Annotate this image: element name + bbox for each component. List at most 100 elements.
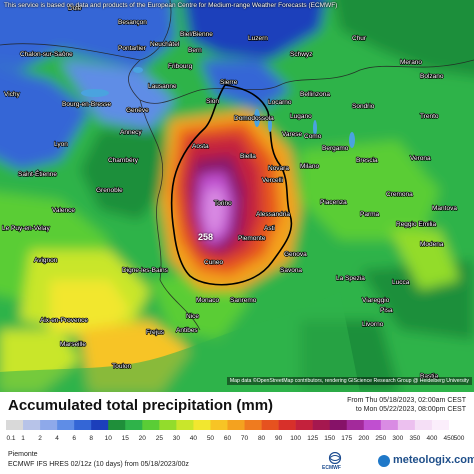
colorbar-tick-label: 1 — [21, 435, 25, 442]
colorbar-tick-label: 175 — [341, 435, 352, 442]
place-piacenza: Piacenza — [320, 199, 347, 206]
colorbar-tick-label: 40 — [190, 435, 198, 442]
legend-panel — [0, 392, 474, 474]
colorbar-tick-label: 4 — [55, 435, 59, 442]
place-pisa: Pisa — [380, 307, 393, 314]
colorbar-segment — [278, 420, 296, 430]
precipitation-map[interactable]: Besançon Neuchâtel Biel/Bienne Bern Luze… — [0, 0, 474, 392]
colorbar-segment — [40, 420, 58, 430]
place-piemonte-label: Piemonte — [238, 235, 266, 242]
place-modena: Modena — [420, 241, 444, 248]
place-lucca: Lucca — [392, 279, 410, 286]
place-lausanne: Lausanne — [148, 83, 177, 90]
place-reggio-emilia: Reggio Emilia — [396, 221, 436, 228]
place-viareggio: Viareggio — [362, 297, 390, 304]
colorbar-tick-label: 70 — [241, 435, 249, 442]
ecmwf-logo-text: ECMWF — [322, 465, 341, 471]
colorbar-segment — [329, 420, 348, 430]
place-sion: Sion — [206, 98, 219, 105]
colorbar-segment — [431, 420, 450, 430]
place-besancon: Besançon — [118, 19, 147, 26]
colorbar-tick-label: 500 — [454, 435, 465, 442]
colorbar-segment — [295, 420, 313, 430]
place-schwyz: Schwyz — [290, 51, 312, 58]
meteologix-logo[interactable]: meteologix.com — [378, 453, 474, 469]
disclaimer-text: This service is based on data and produc… — [4, 2, 338, 9]
legend-title: Accumulated total precipitation (mm) — [8, 397, 274, 414]
place-labels: Besançon Neuchâtel Biel/Bienne Bern Luze… — [1, 4, 458, 380]
place-domodossola: Domodossola — [234, 115, 274, 122]
place-biella: Biella — [240, 153, 256, 160]
place-bastia: Bastia — [420, 373, 438, 380]
colorbar-tick-label: 350 — [409, 435, 420, 442]
place-sanremo: Sanremo — [230, 297, 257, 304]
colorbar-segment — [23, 420, 41, 430]
colorbar — [6, 420, 466, 430]
place-digne: Digne-les-Bains — [122, 267, 169, 274]
place-annecy: Annecy — [120, 129, 142, 136]
colorbar-segment — [74, 420, 92, 430]
colorbar-tick-label: 25 — [156, 435, 164, 442]
place-chur: Chur — [352, 35, 367, 42]
colorbar-segment — [57, 420, 75, 430]
place-asti: Asti — [264, 225, 275, 232]
colorbar-segment — [414, 420, 433, 430]
colorbar-segment — [91, 420, 109, 430]
place-sondrio: Sondrio — [352, 103, 375, 110]
colorbar-segment — [346, 420, 365, 430]
place-biel: Biel/Bienne — [180, 31, 213, 38]
colorbar-tick-label: 15 — [122, 435, 130, 442]
place-bern: Bern — [188, 47, 202, 54]
place-aix: Aix-en-Provence — [40, 317, 88, 324]
sea-area — [0, 292, 360, 392]
colorbar-tick-label: 80 — [258, 435, 266, 442]
colorbar-segment — [125, 420, 143, 430]
place-frejus: Frejus — [146, 329, 165, 336]
place-neuchatel: Neuchâtel — [150, 41, 180, 48]
colorbar-segment — [108, 420, 126, 430]
place-novara: Novara — [268, 165, 289, 172]
colorbar-tick-label: 10 — [105, 435, 113, 442]
colorbar-segment — [312, 420, 331, 430]
borders — [0, 0, 474, 331]
colorbar-segment — [142, 420, 160, 430]
colorbar-segment — [193, 420, 211, 430]
colorbar-segment — [210, 420, 228, 430]
place-valence: Valence — [52, 207, 75, 214]
period-to: to Mon 05/22/2023, 08:00pm CEST — [355, 406, 466, 413]
colorbar-tick-label: 400 — [427, 435, 438, 442]
place-locarno: Locarno — [268, 99, 292, 106]
colorbar-tick-label: 8 — [89, 435, 93, 442]
region-boundary — [170, 84, 293, 286]
max-value-label: 258 — [198, 232, 214, 242]
meteologix-icon — [378, 455, 390, 467]
place-chambery: Chambéry — [108, 157, 139, 164]
colorbar-tick-label: 30 — [173, 435, 181, 442]
place-avignon: Avignon — [34, 257, 58, 264]
meteologix-text: meteologix.com — [393, 454, 474, 466]
map-attribution[interactable]: Map data ©OpenStreetMap contributors, re… — [226, 377, 472, 385]
colorbar-tick-label: 250 — [375, 435, 386, 442]
place-vichy: Vichy — [4, 91, 21, 98]
place-brescia: Brescia — [356, 157, 378, 164]
lakes — [81, 67, 355, 148]
colorbar-tick-label: 6 — [72, 435, 76, 442]
colorbar-tick-label: 50 — [207, 435, 215, 442]
place-chalon: Chalon-sur-Saône — [20, 51, 73, 58]
place-vercelli: Vercelli — [262, 177, 283, 184]
place-verona: Verona — [410, 155, 431, 162]
place-saint-etienne: Saint-Étienne — [18, 169, 57, 178]
colorbar-tick-label: 150 — [324, 435, 335, 442]
place-alessandria: Alessandria — [256, 211, 290, 218]
place-nice: Nice — [186, 313, 199, 320]
place-antibes: Antibes — [176, 327, 198, 334]
place-toulon: Toulon — [112, 363, 132, 370]
place-bellinzona: Bellinzona — [300, 91, 330, 98]
region-name: Piemonte — [8, 451, 38, 458]
precip-field — [0, 0, 474, 392]
place-bourg: Bourg-en-Bresse — [62, 101, 112, 108]
colorbar-segment — [397, 420, 416, 430]
ecmwf-logo-icon — [328, 451, 342, 465]
colorbar-tick-label: 0.1 — [6, 435, 15, 442]
colorbar-segment — [261, 420, 279, 430]
